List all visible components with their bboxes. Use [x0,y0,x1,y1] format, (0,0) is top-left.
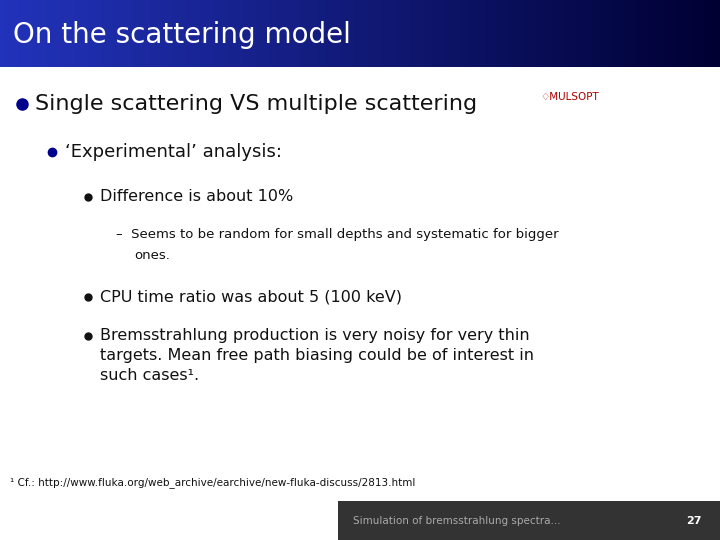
Text: Bremsstrahlung production is very noisy for very thin: Bremsstrahlung production is very noisy … [100,328,530,343]
Text: ones.: ones. [134,249,170,262]
Text: CPU time ratio was about 5 (100 keV): CPU time ratio was about 5 (100 keV) [100,289,402,304]
Text: ‘Experimental’ analysis:: ‘Experimental’ analysis: [65,143,282,161]
Text: targets. Mean free path biasing could be of interest in: targets. Mean free path biasing could be… [100,348,534,363]
Text: 27: 27 [686,516,702,525]
Bar [338,501,720,540]
Text: –  Seems to be random for small depths and systematic for bigger: – Seems to be random for small depths an… [116,228,559,241]
Text: On the scattering model: On the scattering model [13,21,351,49]
Text: Single scattering VS multiple scattering: Single scattering VS multiple scattering [35,93,477,113]
Text: such cases¹.: such cases¹. [100,368,199,383]
Text: G. Hernández, F. Fernández
FLUKA 3d Advanced Course and Workshop: G. Hernández, F. Fernández FLUKA 3d Adva… [140,505,331,526]
Text: ¹ Cf.: http://www.fluka.org/web_archive/earchive/new-fluka-discuss/2813.html: ¹ Cf.: http://www.fluka.org/web_archive/… [10,477,415,488]
Text: ♢MULSOPT: ♢MULSOPT [540,92,599,103]
Text: Difference is about 10%: Difference is about 10% [100,189,293,204]
Text: Simulation of bremsstrahlung spectra...: Simulation of bremsstrahlung spectra... [353,516,560,525]
